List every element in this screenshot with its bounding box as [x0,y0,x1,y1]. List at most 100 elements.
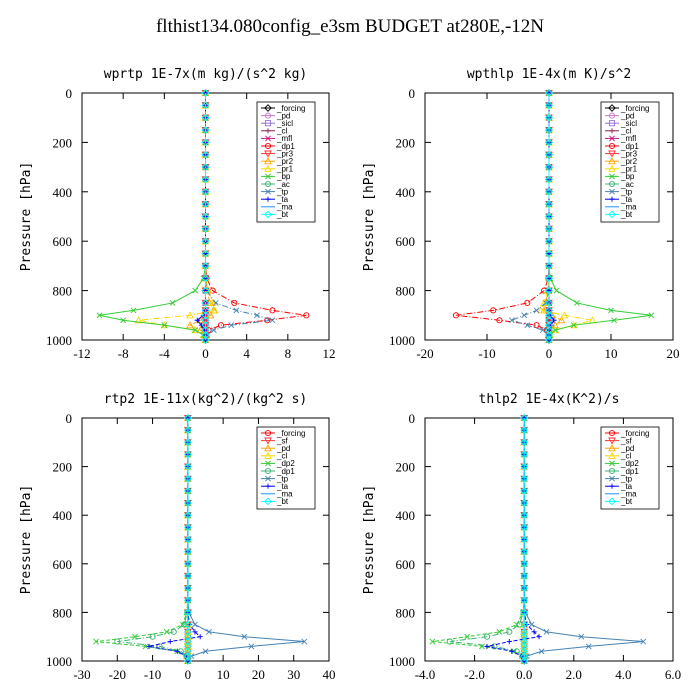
data-point [201,311,210,320]
legend-label: _bp [276,172,291,181]
data-point [303,312,310,319]
data-point [201,262,210,270]
data-point [483,633,491,640]
y-tick-label: 400 [53,185,73,200]
data-point [170,628,177,635]
series-bt [520,414,529,665]
data-point [201,150,210,159]
legend-marker [264,112,272,119]
data-point [96,312,103,319]
legend-label: _cl [276,452,287,461]
legend-marker [608,112,616,119]
legend-marker [608,120,616,127]
data-point [269,307,276,314]
legend-marker [264,210,272,219]
data-point [545,321,553,330]
data-point [520,547,529,556]
x-tick-label: 6.0 [665,667,681,682]
legend-label: _bt [276,497,289,506]
series-line [510,93,550,341]
legend-label: _mfl [620,134,636,143]
legend-label: _sicl [620,119,637,128]
panel-3: rtp2 1E-11x(kg^2)/(kg^2 s) Pressure [hPa]… [19,392,336,682]
legend-label: _tp [620,474,633,483]
data-point [509,648,515,654]
data-point [201,175,210,184]
data-point [496,317,503,324]
y-tick-label: 600 [396,234,416,249]
y-tick-label: 600 [53,557,73,572]
data-point [557,316,566,324]
data-point [169,300,176,306]
data-point [533,307,540,314]
data-point [201,187,210,196]
y-tick-label: 1000 [389,333,415,348]
legend-label: _ma [276,203,293,212]
x-tick-label: -12 [73,346,90,361]
y-tick-label: 0 [66,86,73,101]
legend-label: _dp2 [276,459,295,468]
data-point [201,331,210,339]
data-point [490,307,497,314]
data-point [520,652,529,660]
y-tick-label: 0 [409,86,416,101]
data-point [524,621,530,628]
data-point [134,316,143,324]
legend-label: _pd [276,111,290,120]
legend-label: _sf [276,436,288,445]
legend-label: _cl [620,127,631,136]
data-point [552,327,559,334]
x-tick-label: -20 [416,346,433,361]
data-point [520,628,529,636]
data-point [528,621,535,628]
legend-label: _sicl [276,119,293,128]
legend-marker [264,497,272,506]
legend-label: _dp2 [620,459,639,468]
legend-label: _mfl [276,134,292,143]
data-point [198,322,204,328]
data-point [520,642,529,651]
legend-marker [264,164,272,172]
legend-marker [609,188,615,195]
x-tick-label: 20 [667,346,680,361]
x-tick-label: -4.0 [415,667,436,682]
panel-title: wpthlp 1E-4x(m K)/s^2 [467,67,631,82]
legend-label: _ta [276,195,289,204]
data-point [545,316,553,325]
data-point [506,628,513,635]
figure-title: flthist134.080config_e3sm BUDGET at280E,… [155,16,545,37]
legend-label: _ta [620,195,633,204]
data-point [545,249,553,258]
x-tick-label: -2.0 [464,667,485,682]
data-point [184,647,192,656]
data-point [201,126,210,134]
legend-marker [265,135,271,142]
data-point [545,336,553,344]
legend-label: _ma [620,490,637,499]
legend-label: _bp [620,172,635,181]
data-point [531,629,537,635]
x-tick-label: -8 [118,346,129,361]
data-point [186,321,194,329]
series-dp1 [452,89,553,344]
data-point [181,621,188,628]
x-tick-label: -20 [109,667,126,682]
data-point [191,621,198,628]
data-point [496,628,503,635]
y-axis-label: Pressure [hPa] [362,162,377,272]
series-bp [96,90,209,343]
data-point [521,312,528,319]
data-point [520,620,529,629]
legend-label: _pr2 [276,157,294,166]
data-point [520,426,529,434]
data-point [520,657,529,665]
legend-marker [608,157,616,165]
panel-1: wprtp 1E-7x(m kg)/(s^2 kg) Pressure [hPa]… [19,67,336,361]
panel-title: thlp2 1E-4x(K^2)/s [479,392,620,407]
data-point [520,608,529,617]
x-tick-label: 4.0 [615,667,631,682]
data-point [120,317,127,324]
x-tick-label: 12 [323,346,336,361]
legend-label: _cl [620,452,631,461]
data-point [254,312,260,319]
